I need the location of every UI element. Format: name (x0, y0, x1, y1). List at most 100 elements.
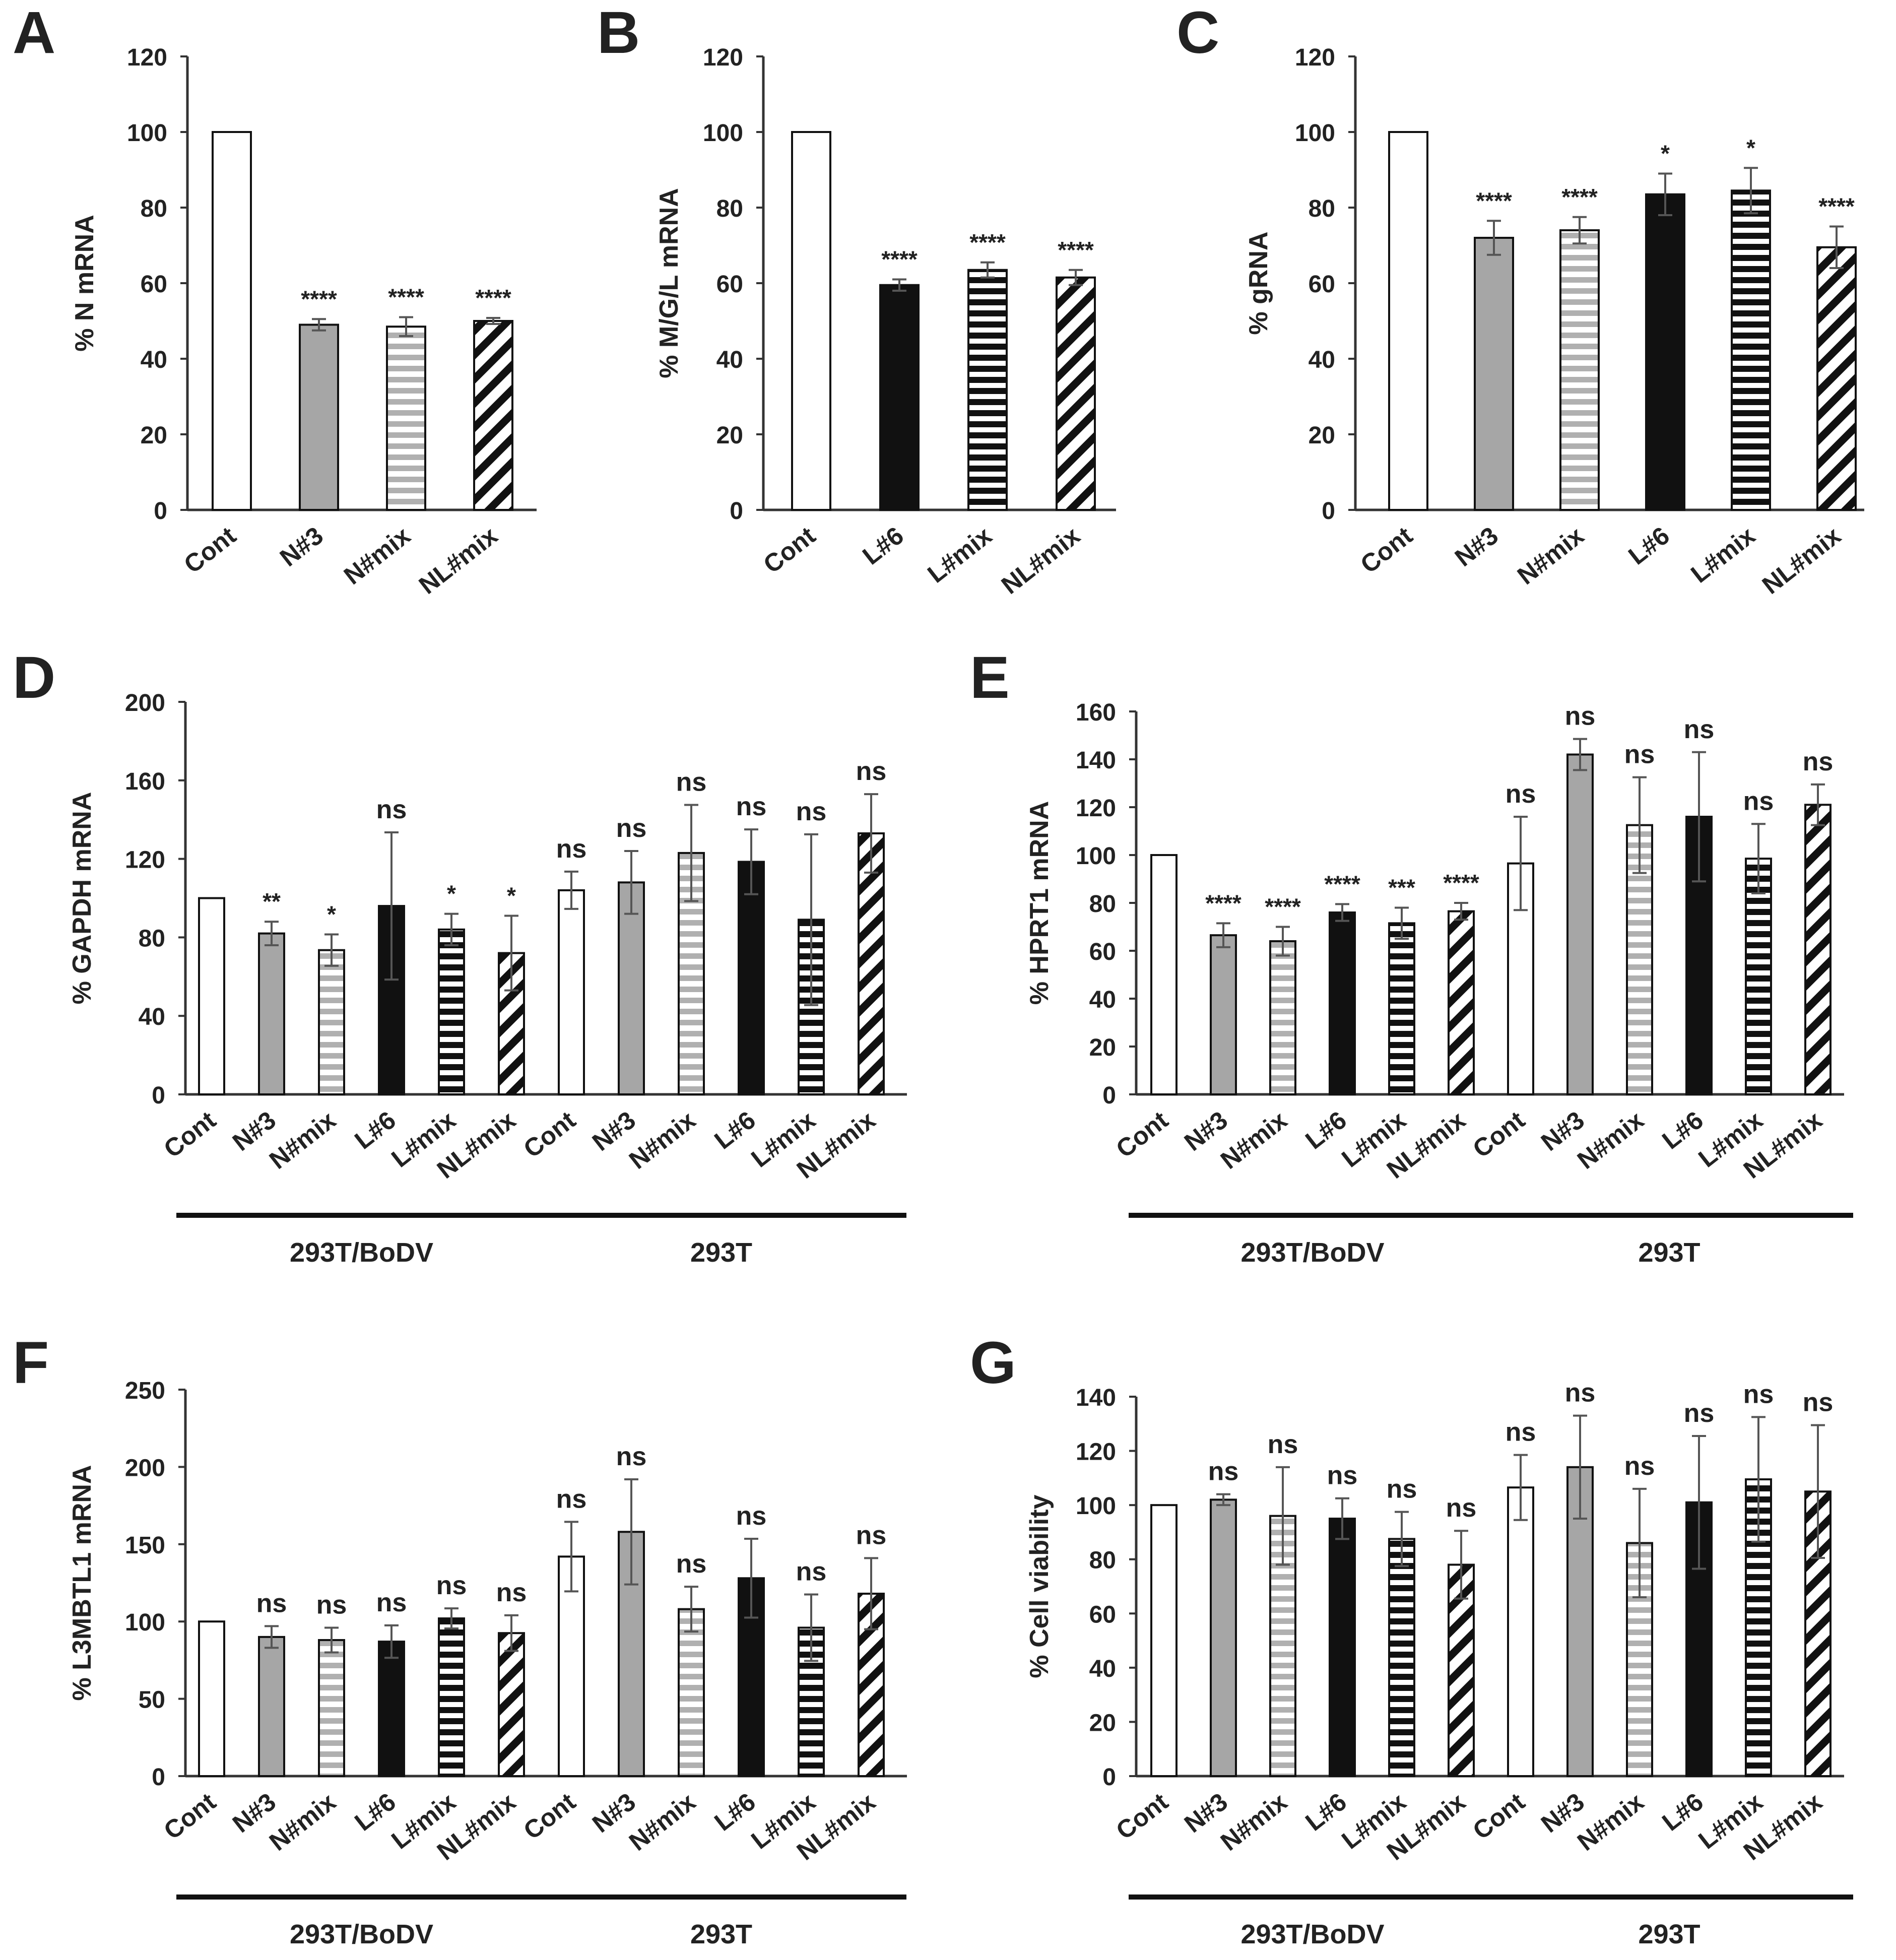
significance-label: ns (1506, 779, 1536, 809)
bar-nl-mix (473, 320, 513, 511)
category-label: N#mix (1572, 1787, 1649, 1856)
bar-cont (1507, 1486, 1534, 1777)
bar-l-mix (1388, 1538, 1415, 1777)
bar-l-mix (438, 1617, 465, 1777)
significance-label: ns (796, 797, 827, 826)
y-tick-label: 0 (152, 1764, 165, 1791)
panel-letter: E (970, 644, 1010, 711)
panel-letter: C (1176, 0, 1219, 66)
y-tick-label: 120 (125, 847, 165, 874)
category-label: N#mix (1512, 521, 1589, 590)
y-tick-label: 20 (1089, 1034, 1116, 1061)
significance-label: ns (1268, 1430, 1298, 1459)
significance-label: **** (1058, 237, 1094, 263)
significance-label: ns (1803, 747, 1834, 776)
y-tick-label: 0 (1102, 1764, 1116, 1791)
bar-l-6 (1645, 193, 1685, 511)
y-axis-label: % N mRNA (70, 215, 99, 352)
y-tick-label: 150 (125, 1532, 165, 1559)
significance-label: ns (376, 1588, 407, 1617)
significance-label: ns (256, 1589, 287, 1618)
bar-l-mix (1731, 189, 1771, 511)
y-axis-label: % L3MBTL1 mRNA (68, 1465, 97, 1701)
significance-label: ns (1684, 1399, 1715, 1428)
category-label: NL#mix (1757, 521, 1846, 599)
category-label: N#mix (624, 1787, 701, 1856)
category-label: Cont (1355, 521, 1418, 578)
group-label: 293T (1638, 1237, 1700, 1268)
category-label: Cont (758, 521, 821, 578)
y-tick-label: 0 (730, 498, 743, 525)
category-label: Cont (518, 1105, 581, 1163)
significance-label: ns (856, 1521, 887, 1550)
bar-nl-mix (858, 832, 885, 1095)
significance-label: ns (736, 1501, 767, 1531)
y-tick-label: 160 (125, 768, 165, 795)
y-tick-label: 80 (1309, 195, 1335, 222)
y-tick-label: 40 (1089, 987, 1116, 1013)
significance-label: ns (376, 795, 407, 824)
group-label: 293T/BoDV (290, 1237, 433, 1268)
significance-label: **** (388, 284, 424, 310)
y-tick-label: 60 (716, 271, 743, 298)
group-label: 293T/BoDV (1240, 1919, 1384, 1949)
significance-label: ns (676, 1549, 707, 1579)
panel-b: B 0 20 40 60 80 100 120 % M/G/L mRNA Cont **** L#6 *… (597, 0, 1116, 600)
y-tick-label: 60 (141, 271, 167, 298)
bar-cont (558, 1555, 585, 1777)
y-tick-label: 100 (1076, 1493, 1116, 1520)
category-label: Cont (159, 1105, 221, 1163)
category-label: Cont (1111, 1105, 1173, 1163)
y-axis-label: % Cell viability (1025, 1494, 1054, 1678)
significance-label: * (507, 883, 516, 909)
category-label: N#mix (624, 1105, 701, 1174)
significance-label: **** (881, 246, 918, 273)
significance-label: ns (616, 814, 647, 843)
significance-label: * (447, 881, 456, 907)
category-label: NL#mix (996, 521, 1085, 599)
y-tick-label: 100 (125, 1609, 165, 1636)
significance-label: * (1661, 141, 1670, 167)
panel-e: E 0 20 40 60 80 100 120 140 160 % HPRT1 mRNA Cont **… (970, 644, 1853, 1268)
significance-label: **** (475, 285, 511, 311)
panel-c: C 0 20 40 60 80 100 120 % gRNA Cont **** N#3 **** N#m… (1176, 0, 1864, 600)
significance-label: **** (1324, 871, 1360, 897)
y-tick-label: 160 (1076, 699, 1116, 726)
significance-label: ns (796, 1557, 827, 1587)
y-axis-label: % M/G/L mRNA (655, 188, 684, 378)
significance-label: ns (1624, 1452, 1655, 1481)
group-label: 293T/BoDV (1240, 1237, 1384, 1268)
bar-l-mix (967, 269, 1008, 511)
significance-label: **** (1443, 870, 1479, 896)
bar-l-6 (738, 861, 765, 1095)
significance-label: **** (301, 286, 337, 312)
significance-label: ns (436, 1571, 467, 1600)
category-label: Cont (518, 1787, 581, 1845)
group-label: 293T (1638, 1919, 1700, 1949)
bar-n-mix (318, 949, 345, 1096)
significance-label: ** (263, 888, 281, 914)
y-tick-label: 100 (703, 120, 743, 147)
category-label: Cont (1468, 1787, 1530, 1845)
significance-label: ns (676, 767, 707, 797)
y-tick-label: 0 (154, 498, 167, 525)
significance-label: ns (496, 1578, 527, 1607)
bar-nl-mix (1448, 910, 1475, 1095)
y-tick-label: 120 (703, 44, 743, 71)
category-label: N#3 (1450, 521, 1503, 572)
y-tick-label: 20 (716, 422, 743, 449)
significance-label: ns (1743, 787, 1774, 816)
panel-letter: F (13, 1330, 49, 1396)
group-label: 293T (690, 1919, 752, 1949)
y-tick-label: 0 (1102, 1082, 1116, 1109)
category-label: N#3 (275, 521, 329, 572)
significance-label: ns (316, 1590, 347, 1619)
significance-label: **** (969, 229, 1006, 255)
bar-cont (558, 889, 585, 1096)
panel-letter: A (13, 0, 55, 66)
significance-label: ns (1565, 1379, 1596, 1408)
bar-n-mix (1559, 229, 1600, 511)
bar-l-6 (378, 1641, 405, 1777)
bar-n-3 (618, 881, 645, 1095)
bar-l-6 (1329, 1518, 1356, 1777)
